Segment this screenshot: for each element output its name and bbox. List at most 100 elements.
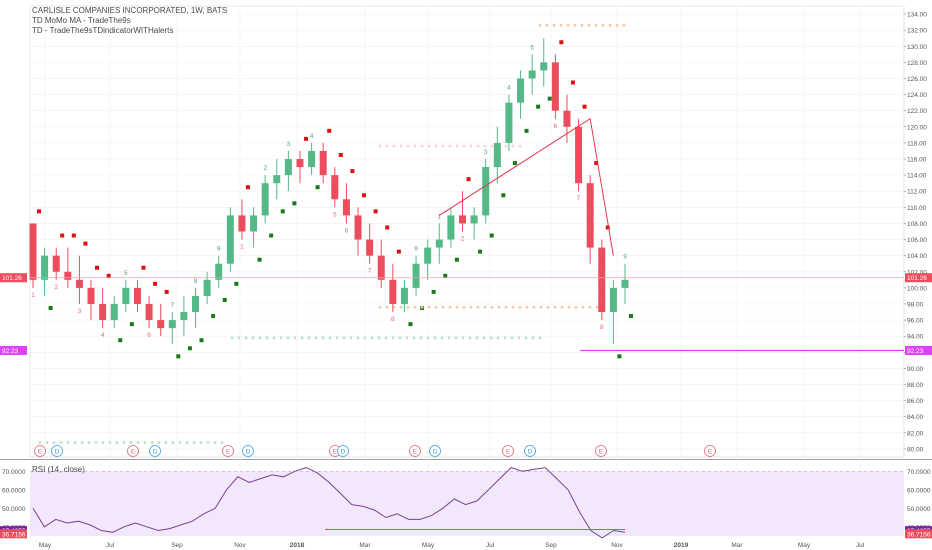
tdst-resistance-dot <box>406 144 410 148</box>
td-momo-marker <box>594 161 599 166</box>
tdst-resistance-dot <box>559 23 563 27</box>
td-count-label: 8 <box>391 316 395 323</box>
td-momo-marker <box>466 177 471 182</box>
tdst-resistance-dot <box>581 305 585 309</box>
y-tick-label: 80.00 <box>907 446 924 453</box>
td-count-label: 9 <box>217 246 221 253</box>
td-momo-marker <box>431 289 436 294</box>
tdst-resistance-dot <box>560 305 564 309</box>
x-tick-label: 2018 <box>290 542 305 549</box>
tdst-resistance-dot <box>595 305 599 309</box>
candle-body <box>110 303 118 321</box>
tdst-support-dot <box>185 441 189 444</box>
td-momo-marker <box>129 322 134 327</box>
candle-body <box>342 199 350 216</box>
candle-body <box>261 183 269 216</box>
td-dots <box>37 23 633 444</box>
rsi-tick-label-left: 70.0000 <box>2 469 26 476</box>
tdst-resistance-dot <box>511 144 515 148</box>
candle-body <box>435 239 443 248</box>
candle-body <box>528 70 536 79</box>
candle-body <box>389 279 397 304</box>
rsi-tick-label: 50.0000 <box>907 506 931 513</box>
tdst-support-dot <box>377 336 381 340</box>
td-count-label: 3 <box>484 149 488 156</box>
tdst-support-dot <box>213 441 217 444</box>
td-momo-marker <box>269 233 274 238</box>
tdst-resistance-dot <box>462 144 466 148</box>
tdst-resistance-dot <box>406 305 410 309</box>
tdst-support-dot <box>87 441 91 444</box>
last-price-tag-left <box>0 273 27 283</box>
tdst-support-dot <box>101 441 105 444</box>
tdst-resistance-dot <box>497 305 501 309</box>
td-count-label: 7 <box>368 268 372 275</box>
x-tick-label: Mar <box>731 542 743 549</box>
candle-body <box>122 287 130 304</box>
tdst-resistance-dot <box>392 144 396 148</box>
candle-body <box>493 142 501 168</box>
candle-body <box>366 239 374 256</box>
tdst-support-dot <box>59 441 63 444</box>
x-tick-label: May <box>798 542 811 549</box>
rsi-value-tag-label: 36.7156 <box>907 531 931 538</box>
candle-body <box>447 215 455 240</box>
candle-body <box>145 303 153 321</box>
y-tick-label: 86.00 <box>907 398 924 405</box>
candle-body <box>586 183 594 248</box>
marker-letter: E <box>413 449 418 456</box>
tdst-support-dot <box>335 336 339 340</box>
tdst-resistance-dot <box>448 305 452 309</box>
marker-letter: D <box>55 449 60 456</box>
candle-body <box>319 150 327 176</box>
td-count-label: 6 <box>147 332 151 339</box>
rsi-tick-label-left: 50.0000 <box>2 506 26 513</box>
tdst-support-dot <box>510 336 514 340</box>
rsi-tick-label: 60.0000 <box>907 487 931 494</box>
tdst-resistance-dot <box>553 305 557 309</box>
earnings-marker <box>409 445 421 457</box>
tdst-support-dot <box>447 336 451 340</box>
td-momo-marker <box>350 169 355 174</box>
tdst-support-dot <box>426 336 430 340</box>
td-momo-marker <box>211 314 216 319</box>
last-price-tag-label-left: 101.26 <box>2 275 22 282</box>
td-count-label: 4 <box>101 332 105 339</box>
td-count-label: 2 <box>263 165 267 172</box>
candle-body <box>180 312 188 321</box>
earnings-marker <box>704 445 716 457</box>
candle-body <box>458 215 466 224</box>
tdst-support-dot <box>503 336 507 340</box>
support-tag-label-right: 92.23 <box>907 348 924 355</box>
td-momo-marker <box>512 161 517 166</box>
tdst-resistance-dot <box>490 305 494 309</box>
y-tick-label: 106.00 <box>907 237 927 244</box>
td-count-label: 1 <box>437 213 441 220</box>
td-momo-marker <box>95 265 100 270</box>
dividend-marker <box>51 445 63 457</box>
tdst-support-dot <box>293 336 297 340</box>
tdst-support-dot <box>129 441 133 444</box>
tdst-resistance-dot <box>518 305 522 309</box>
rsi-line <box>32 467 626 539</box>
td-momo-marker <box>164 289 169 294</box>
tdst-support-dot <box>489 336 493 340</box>
y-tick-label: 128.00 <box>907 60 927 67</box>
td-momo-marker <box>408 322 413 327</box>
y-tick-label: 134.00 <box>907 12 927 19</box>
td-momo-marker <box>373 209 378 214</box>
tdst-support-dot <box>178 441 182 444</box>
td-momo-marker <box>187 346 192 351</box>
tdst-resistance-dot <box>608 23 612 27</box>
tdst-support-dot <box>398 336 402 340</box>
td-momo-marker <box>605 225 610 230</box>
tdst-support-dot <box>237 336 241 340</box>
tdst-support-dot <box>251 336 255 340</box>
candle-body <box>575 126 583 184</box>
candle-body <box>412 263 420 288</box>
tdst-support-dot <box>258 336 262 340</box>
rsi-label: RSI (14, close) <box>32 465 85 474</box>
last-price-tag-right <box>905 273 932 283</box>
rsi-value-tag-left <box>0 529 27 539</box>
